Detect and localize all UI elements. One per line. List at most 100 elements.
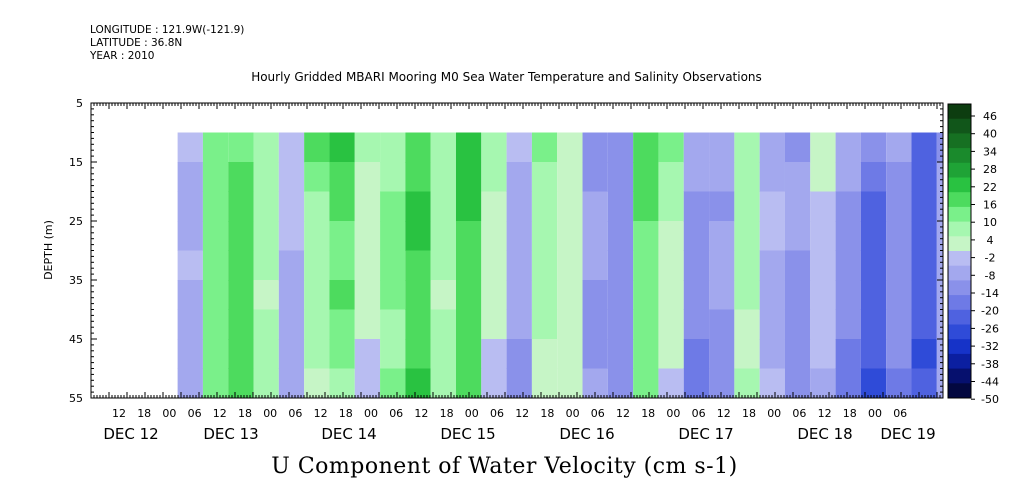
- colorbar-swatch: [948, 118, 971, 134]
- x-hour-label: 00: [666, 407, 680, 420]
- heatmap-cell: [304, 132, 330, 163]
- heatmap-cell: [253, 162, 279, 192]
- heatmap-cell: [405, 368, 431, 398]
- heatmap-cell: [304, 221, 330, 251]
- colorbar-swatch: [948, 104, 971, 120]
- heatmap-cell: [253, 250, 279, 281]
- colorbar-label: -44: [981, 376, 999, 389]
- heatmap-cell: [810, 132, 836, 163]
- heatmap-cell: [329, 250, 355, 281]
- heatmap-cell: [506, 132, 532, 163]
- heatmap-cell: [633, 368, 659, 398]
- heatmap-cell: [405, 309, 431, 340]
- heatmap-cell: [304, 368, 330, 398]
- heatmap-cell: [557, 221, 583, 251]
- colorbar-swatch: [948, 353, 971, 370]
- heatmap-cell: [329, 368, 355, 398]
- heatmap-cell: [759, 280, 785, 310]
- heatmap-cell: [304, 309, 330, 340]
- colorbar-label: 10: [983, 216, 997, 229]
- heatmap-cell: [228, 309, 254, 340]
- x-hour-label: 18: [540, 407, 554, 420]
- heatmap-cell: [936, 221, 943, 251]
- heatmap-cell: [860, 132, 887, 163]
- heatmap-cell: [380, 368, 406, 398]
- colorbar-swatch: [948, 148, 971, 164]
- heatmap-cell: [405, 250, 431, 281]
- heatmap-cell: [228, 191, 254, 222]
- x-hour-label: 12: [314, 407, 328, 420]
- heatmap-cell: [582, 309, 608, 340]
- heatmap-cell: [405, 162, 431, 192]
- heatmap-cell: [784, 191, 811, 222]
- colorbar-label: 46: [983, 110, 997, 123]
- x-hour-label: 06: [288, 407, 302, 420]
- heatmap-cell: [759, 221, 785, 251]
- colorbar: 46 40 34 28 22 16 10 4 -2 -8 -14 -20 -26 -32 -38 -44 -50: [947, 103, 999, 406]
- heatmap-cell: [253, 191, 279, 222]
- heatmap-cell: [709, 162, 735, 192]
- heatmap-cell: [557, 339, 583, 369]
- x-hour-label: 12: [717, 407, 731, 420]
- heatmap-cell: [784, 162, 811, 192]
- colorbar-swatch: [948, 368, 971, 384]
- heatmap-cell: [177, 162, 203, 192]
- heatmap-cell: [455, 132, 482, 163]
- heatmap-cell: [835, 221, 861, 251]
- heatmap-cell: [709, 221, 735, 251]
- heatmap-cell: [633, 280, 659, 310]
- heatmap-cell: [481, 368, 507, 398]
- heatmap-cell: [734, 280, 760, 310]
- x-date-label: DEC 14: [321, 425, 376, 443]
- colorbar-swatch: [948, 133, 971, 149]
- heatmap-cell: [658, 280, 684, 310]
- heatmap-cell: [911, 368, 937, 398]
- x-date-label: DEC 19: [880, 425, 935, 443]
- heatmap-cell: [658, 162, 684, 192]
- heatmap-cell: [607, 162, 634, 192]
- heatmap-cell: [228, 339, 254, 369]
- heatmap-cell: [607, 309, 634, 340]
- heatmap-cell: [784, 132, 811, 163]
- heatmap-cell: [278, 191, 305, 222]
- heatmap-cell: [481, 221, 507, 251]
- heatmap-cell: [582, 132, 608, 163]
- heatmap-cell: [278, 280, 305, 310]
- heatmap-cell: [202, 309, 229, 340]
- heatmap-cell: [936, 368, 943, 398]
- heatmap-cell: [607, 132, 634, 163]
- heatmap-cell: [911, 309, 937, 340]
- colorbar-swatch: [948, 339, 971, 355]
- y-tick-label: 55: [69, 392, 83, 405]
- heatmap-cell: [759, 309, 785, 340]
- heatmap-cell: [784, 368, 811, 398]
- heatmap-cell: [177, 132, 203, 163]
- colorbar-swatch: [948, 177, 971, 193]
- heatmap-cell: [633, 132, 659, 163]
- heatmap-cell: [683, 132, 710, 163]
- heatmap-cell: [936, 280, 943, 310]
- colorbar-swatch: [948, 192, 971, 208]
- heatmap-cell: [759, 132, 785, 163]
- heatmap-cell: [607, 250, 634, 281]
- colorbar-label: -20: [981, 305, 999, 318]
- heatmap-cell: [430, 309, 456, 340]
- heatmap-cell: [253, 221, 279, 251]
- heatmap-cell: [304, 280, 330, 310]
- heatmap-cell: [658, 250, 684, 281]
- heatmap-cell: [633, 309, 659, 340]
- x-hour-label: 06: [490, 407, 504, 420]
- heatmap-cell: [835, 132, 861, 163]
- heatmap-cell: [481, 280, 507, 310]
- y-tick-label: 5: [76, 97, 83, 110]
- heatmap-cell: [202, 221, 229, 251]
- y-tick-label: 35: [69, 274, 83, 287]
- heatmap-cell: [455, 309, 482, 340]
- x-date-label: DEC 18: [797, 425, 852, 443]
- x-date-label: DEC 17: [678, 425, 733, 443]
- heatmap-cell: [810, 191, 836, 222]
- heatmap-cell: [936, 132, 943, 163]
- heatmap-cell: [784, 250, 811, 281]
- heatmap-cell: [329, 162, 355, 192]
- heatmap-cell: [481, 191, 507, 222]
